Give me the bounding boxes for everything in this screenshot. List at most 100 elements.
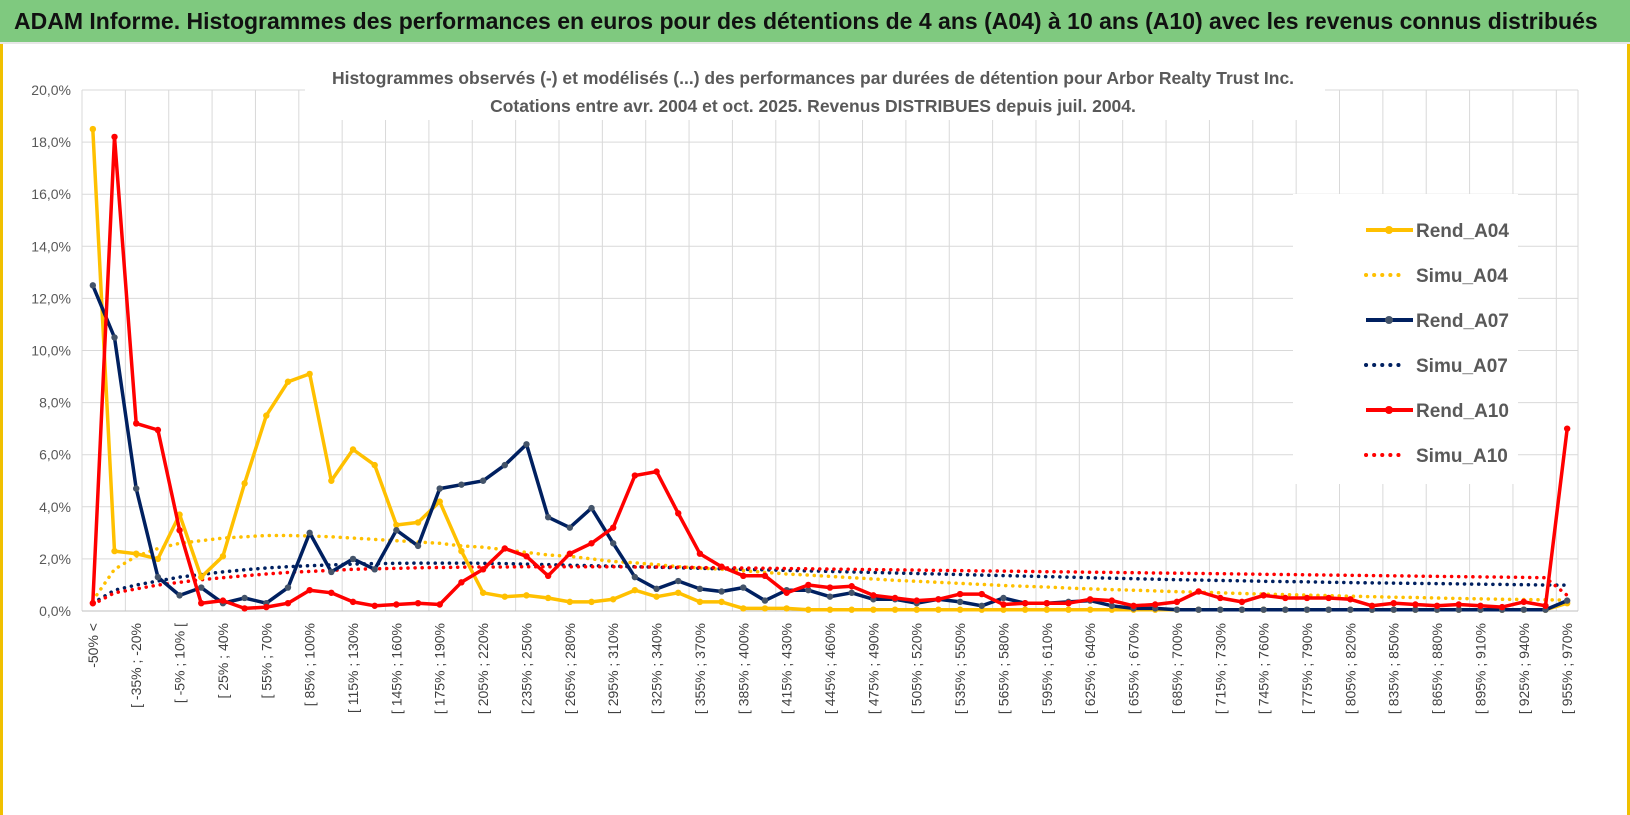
data-point: [111, 133, 118, 141]
data-point: [1152, 601, 1159, 608]
data-point: [1173, 606, 1181, 613]
data-point: [501, 545, 508, 552]
x-tick-label: [ 475% ; 490%: [865, 623, 881, 714]
data-point: [653, 468, 660, 475]
data-point: [458, 579, 465, 586]
data-point: [956, 590, 964, 598]
data-point: [1238, 606, 1246, 613]
y-tick-label: 2,0%: [39, 551, 71, 567]
x-tick-label: [ 535% ; 550%: [952, 623, 968, 714]
data-point: [761, 597, 769, 604]
legend-item: Rend_A04: [1366, 221, 1509, 242]
x-tick-label: [ 625% ; 640%: [1082, 623, 1098, 714]
data-point: [328, 568, 335, 576]
data-point: [848, 606, 855, 613]
data-point: [436, 498, 443, 505]
data-point: [393, 521, 400, 529]
data-point: [306, 529, 313, 537]
data-point: [306, 586, 313, 594]
data-point: [1325, 594, 1332, 602]
series-line-simu-a07: [91, 561, 1569, 605]
data-point: [631, 472, 639, 479]
x-tick-label: [ 685% ; 700%: [1169, 623, 1185, 714]
data-point: [501, 461, 508, 469]
x-tick-label: [ 355% ; 370%: [692, 623, 708, 714]
data-point: [1000, 601, 1007, 608]
data-point: [241, 605, 248, 612]
data-point: [1065, 606, 1072, 613]
data-point: [826, 593, 834, 600]
y-tick-label: 4,0%: [39, 499, 71, 515]
data-point: [393, 601, 400, 608]
x-tick-label: [ 775% ; 790%: [1299, 623, 1315, 714]
data-point: [805, 606, 812, 613]
data-point: [501, 593, 508, 600]
data-point: [436, 601, 443, 608]
data-point: [523, 553, 530, 560]
legend-label: Simu_A07: [1416, 356, 1508, 377]
data-point: [1086, 606, 1094, 613]
legend-item: Simu_A07: [1364, 356, 1508, 377]
x-tick-label: [ 55% ; 70%: [258, 623, 274, 699]
x-tick-label: [ 805% ; 820%: [1342, 623, 1358, 714]
data-point: [458, 481, 465, 488]
data-point: [241, 594, 248, 602]
data-point: [935, 606, 942, 613]
data-point: [1368, 602, 1376, 609]
data-point: [675, 577, 682, 585]
data-point: [263, 412, 270, 419]
data-point: [1455, 601, 1462, 608]
data-point: [349, 598, 357, 606]
data-point: [198, 599, 205, 607]
data-point: [1325, 606, 1332, 613]
data-point: [1043, 606, 1051, 613]
data-point: [1108, 597, 1116, 604]
data-point: [1520, 606, 1527, 613]
data-point: [826, 584, 834, 591]
y-tick-label: 20,0%: [31, 82, 71, 98]
data-point: [1303, 606, 1311, 613]
data-point: [956, 606, 964, 613]
data-point: [1542, 602, 1549, 609]
data-point: [805, 581, 812, 589]
data-point: [826, 606, 834, 613]
data-point: [544, 594, 552, 602]
data-point: [978, 590, 985, 598]
data-point: [176, 592, 183, 599]
data-point: [1217, 594, 1224, 602]
data-point: [544, 572, 552, 580]
data-point: [1021, 606, 1029, 613]
data-point: [479, 566, 487, 573]
data-point: [1000, 606, 1007, 613]
x-tick-label: [ 835% ; 850%: [1386, 623, 1402, 714]
data-point: [349, 446, 357, 453]
x-tick-label: [ 325% ; 340%: [649, 623, 665, 714]
legend-marker: [1385, 226, 1393, 234]
data-point: [1563, 425, 1571, 432]
series-lines: [89, 125, 1571, 613]
legend-item: Rend_A07: [1366, 311, 1509, 332]
data-point: [891, 606, 899, 613]
data-point: [198, 573, 205, 581]
data-point: [761, 605, 769, 612]
data-point: [588, 540, 595, 547]
legend-label: Rend_A10: [1416, 401, 1509, 422]
data-point: [1238, 598, 1246, 606]
data-point: [870, 606, 877, 613]
data-point: [89, 125, 97, 133]
x-tick-label: [ 595% ; 610%: [1039, 623, 1055, 714]
data-point: [458, 547, 465, 555]
data-point: [219, 553, 227, 560]
data-point: [371, 461, 378, 469]
data-point: [740, 572, 747, 580]
data-point: [306, 370, 313, 378]
x-tick-label: [ -35% ; -20%: [128, 623, 144, 708]
x-tick-label: [ 295% ; 310%: [605, 623, 621, 714]
x-tick-label: [ 175% ; 190%: [432, 623, 448, 714]
data-point: [133, 420, 140, 427]
data-point: [328, 589, 335, 596]
data-point: [740, 605, 747, 612]
data-point: [154, 555, 162, 563]
chart-frame: 0,0% 2,0% 4,0% 6,0% 8,0% 10,0% 12,0% 14,0% 16,0%…: [0, 44, 1630, 815]
x-tick-label: [ 565% ; 580%: [995, 623, 1011, 714]
